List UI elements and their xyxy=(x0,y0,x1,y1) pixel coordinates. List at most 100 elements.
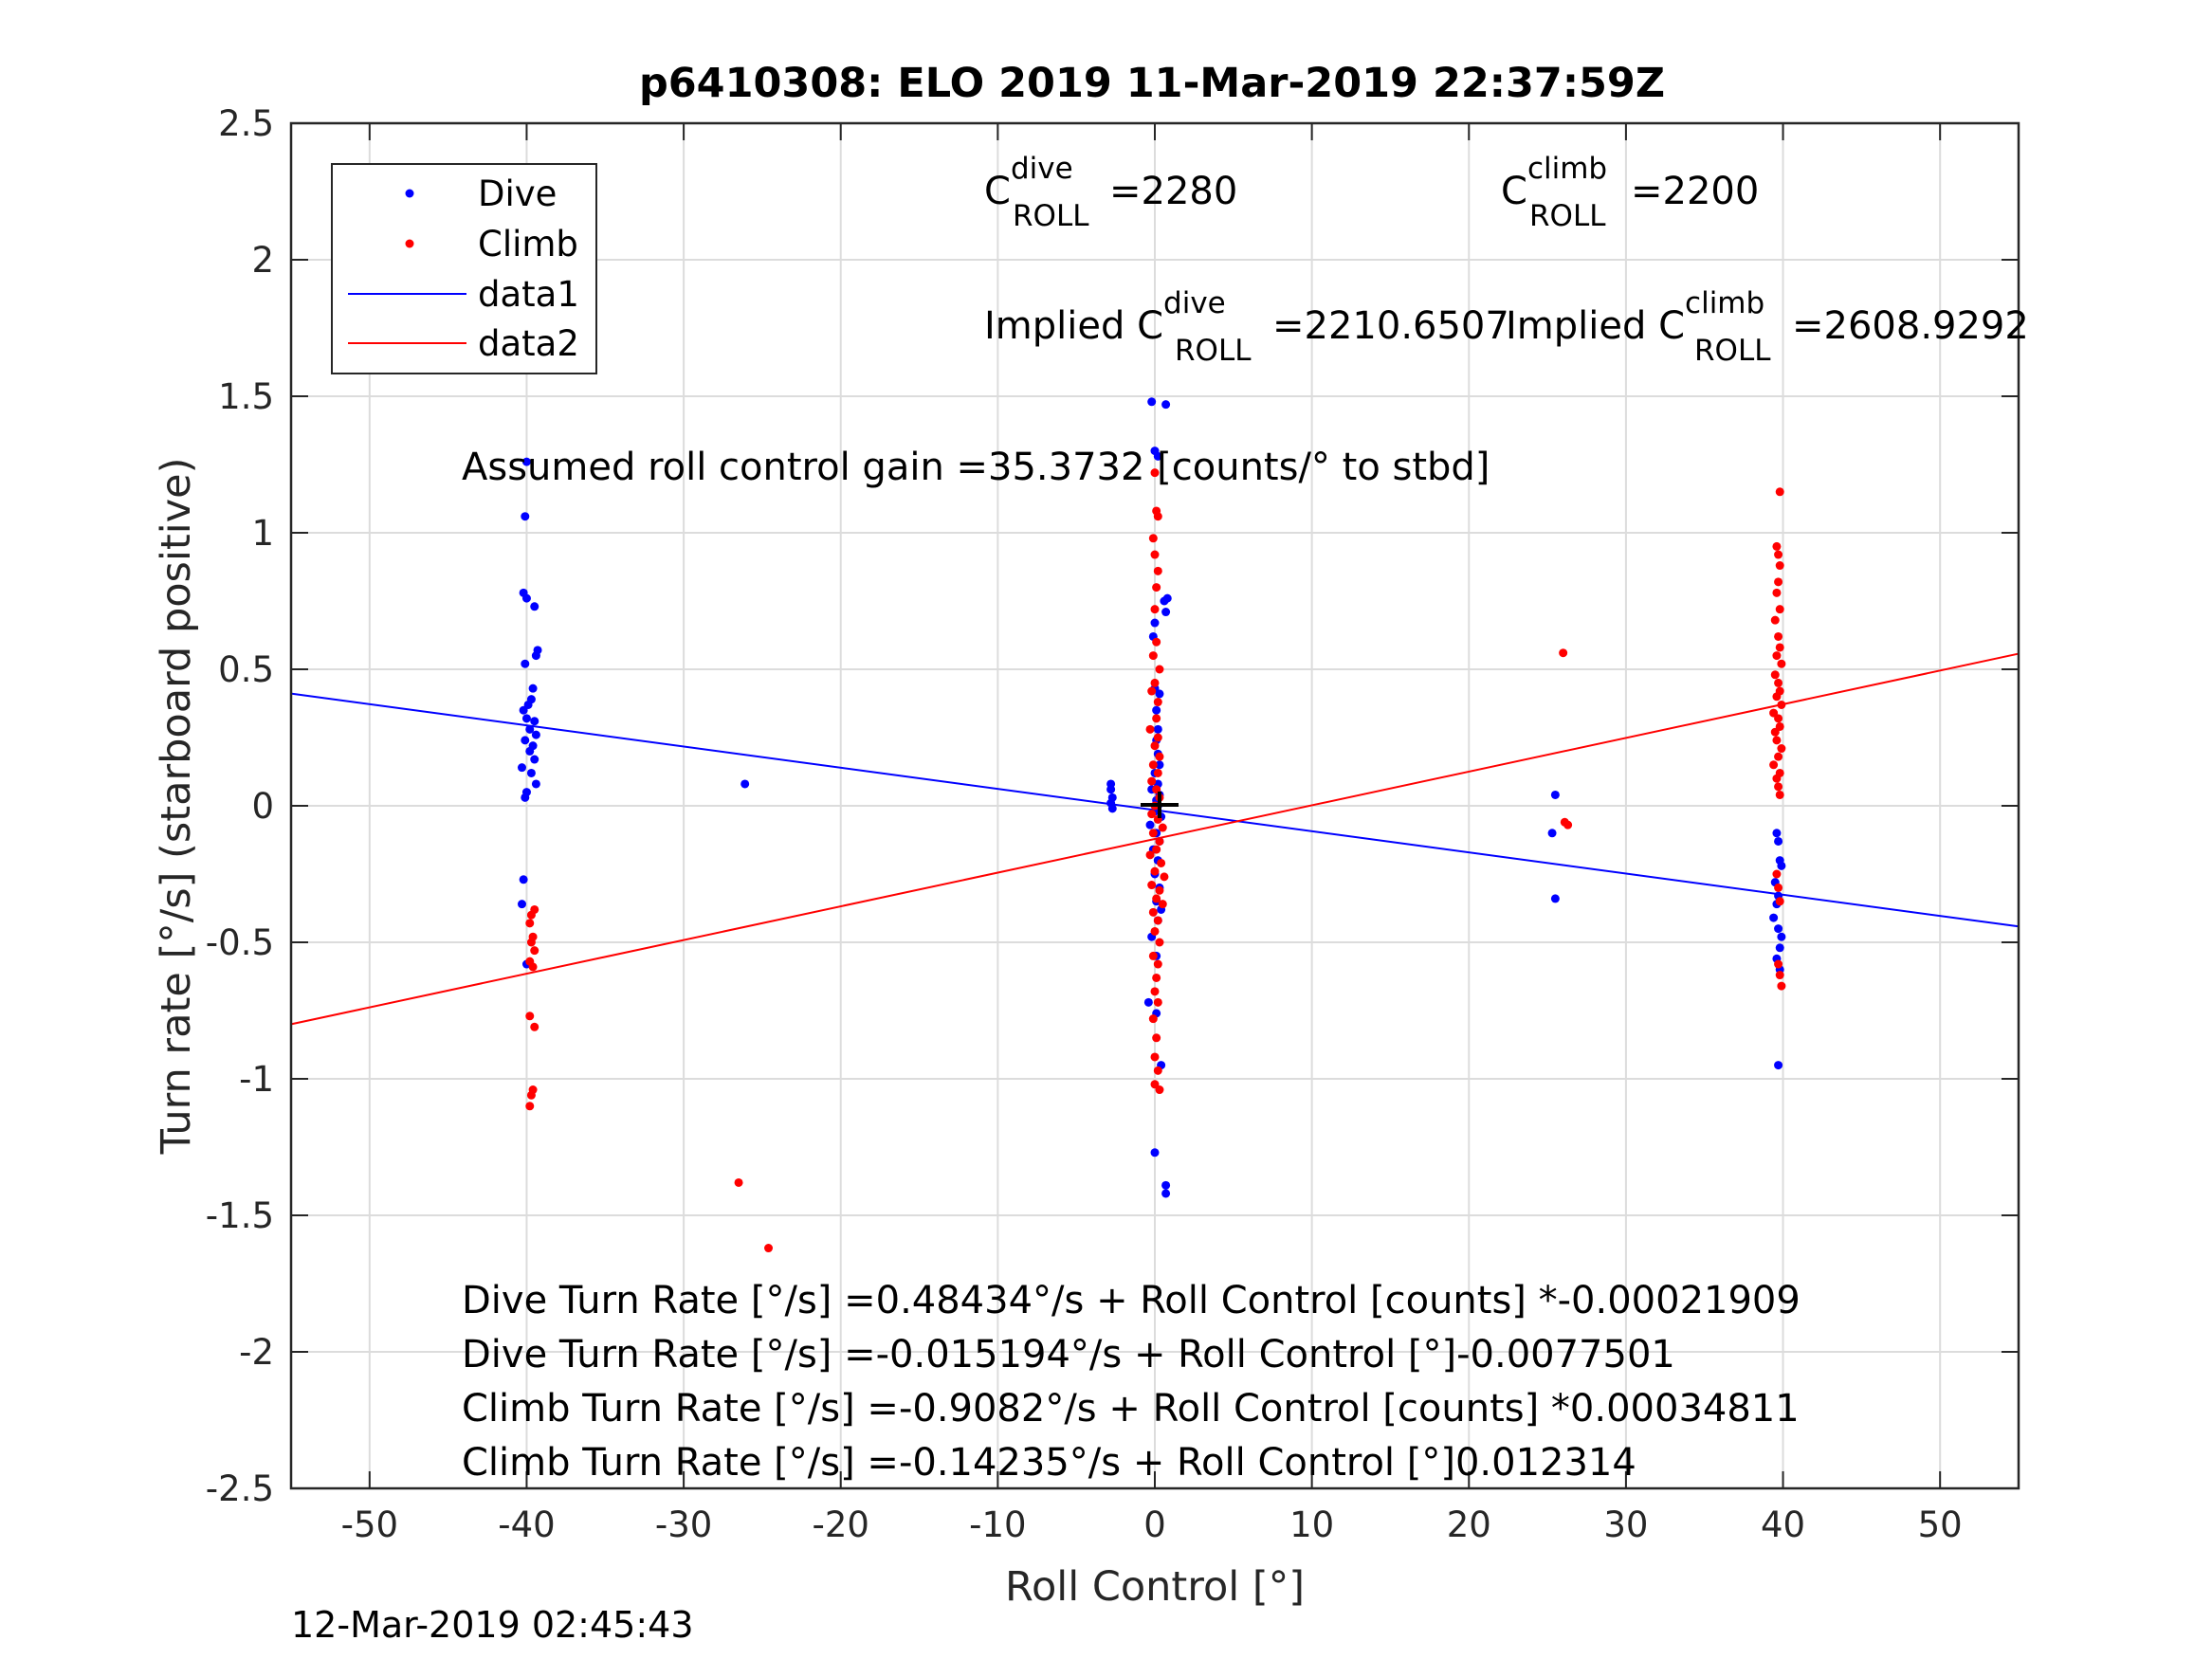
climb-point xyxy=(1772,692,1782,702)
climb-point xyxy=(1148,760,1158,770)
dive-point xyxy=(1161,608,1171,617)
dive-point xyxy=(1155,760,1164,770)
climb-point xyxy=(1153,733,1162,742)
climb-point xyxy=(1150,866,1160,876)
climb-point xyxy=(526,938,536,947)
climb-point xyxy=(525,919,535,928)
climb-point xyxy=(1148,1014,1158,1024)
climb-point xyxy=(1150,987,1160,996)
dive-point xyxy=(526,768,536,777)
climb-point xyxy=(1153,916,1162,925)
climb-point xyxy=(1153,768,1162,777)
climb-point xyxy=(1155,938,1164,947)
climb-point xyxy=(1770,670,1780,680)
climb-point xyxy=(1148,951,1158,960)
climb-point xyxy=(1772,588,1782,597)
fit-line-data2 xyxy=(290,652,2020,1026)
legend-data1-label: data1 xyxy=(478,274,579,315)
y-tick-label: 0.5 xyxy=(218,649,274,690)
climb-point xyxy=(1775,561,1784,571)
dive-point xyxy=(1775,943,1784,953)
roll-gain-annotation: Assumed roll control gain =35.3732 [coun… xyxy=(462,446,1490,489)
climb-point xyxy=(526,1090,536,1100)
dive-point xyxy=(531,730,540,739)
climb-point xyxy=(1559,648,1568,658)
legend-climb-marker xyxy=(405,239,414,248)
dive-point xyxy=(528,684,538,693)
legend-climb-label: Climb xyxy=(478,224,578,264)
dive-point xyxy=(530,602,539,611)
dive-point xyxy=(521,714,531,723)
dive-point xyxy=(1147,397,1157,407)
climb-point xyxy=(1153,959,1162,969)
climb-point xyxy=(526,910,536,920)
dive-point xyxy=(521,736,530,745)
climb-point xyxy=(1774,883,1783,892)
climb-point xyxy=(1147,686,1157,696)
dive-point xyxy=(1161,400,1171,410)
climb-point xyxy=(1160,872,1169,882)
x-tick-label: 0 xyxy=(1143,1504,1166,1545)
c-dive-annotation: Cdive ROLL=2280 xyxy=(984,152,1237,233)
dive-point xyxy=(530,755,539,764)
climb-point xyxy=(1148,651,1158,661)
dive-point xyxy=(1145,820,1155,830)
climb-point xyxy=(1775,897,1784,906)
climb-point xyxy=(1775,643,1784,652)
dive-point xyxy=(1160,596,1169,606)
climb-point xyxy=(1153,698,1162,707)
climb-point xyxy=(1772,736,1782,745)
x-tick-label: -30 xyxy=(655,1504,712,1545)
dive-point xyxy=(519,875,528,884)
y-tick-label: -0.5 xyxy=(206,922,274,963)
dive-point xyxy=(1161,1189,1171,1198)
dive-point xyxy=(517,900,526,909)
print-timestamp: 12-Mar-2019 02:45:43 xyxy=(291,1604,694,1646)
climb-point xyxy=(1770,615,1780,625)
legend-dive-marker xyxy=(405,189,414,198)
climb-point xyxy=(1772,541,1782,551)
x-tick-label: -40 xyxy=(498,1504,555,1545)
climb-point xyxy=(1145,724,1155,734)
dive-point xyxy=(517,763,526,773)
y-tick-label: 2 xyxy=(251,240,274,281)
y-tick-label: -2 xyxy=(239,1332,274,1373)
dive-point xyxy=(1155,689,1164,699)
climb-point xyxy=(1153,512,1162,521)
y-tick-label: 2.5 xyxy=(218,103,274,144)
dive-point xyxy=(1777,932,1786,941)
dive-point xyxy=(1774,924,1783,934)
dive-point xyxy=(521,659,530,668)
climb-point xyxy=(1772,774,1782,783)
climb-point xyxy=(1150,741,1160,751)
climb-point xyxy=(1153,566,1162,575)
climb-point xyxy=(1145,850,1155,860)
climb-point xyxy=(1774,631,1783,641)
dive-point xyxy=(1550,894,1560,903)
dive-point xyxy=(1547,829,1557,838)
climb-point xyxy=(1155,1085,1164,1095)
climb-point xyxy=(1155,665,1164,674)
x-tick-label: 10 xyxy=(1289,1504,1334,1545)
dive-equation-counts: Dive Turn Rate [°/s] =0.48434°/s + Roll … xyxy=(462,1279,1801,1322)
x-tick-label: -10 xyxy=(969,1504,1026,1545)
climb-equation-degrees: Climb Turn Rate [°/s] =-0.14235°/s + Rol… xyxy=(462,1441,1636,1485)
legend-data2-label: data2 xyxy=(478,323,579,364)
climb-point xyxy=(1158,823,1167,832)
climb-point xyxy=(1153,997,1162,1007)
climb-point xyxy=(1148,534,1158,543)
climb-point xyxy=(1152,714,1161,723)
dive-point xyxy=(1153,451,1162,461)
climb-point xyxy=(1774,782,1783,792)
climb-point xyxy=(1152,1033,1161,1043)
climb-point xyxy=(1147,810,1157,819)
climb-point xyxy=(1777,744,1786,754)
x-tick-label: -20 xyxy=(813,1504,869,1545)
climb-point xyxy=(1774,577,1783,587)
y-axis-label: Turn rate [°/s] (starboard positive) xyxy=(153,458,200,1156)
climb-point xyxy=(1777,981,1786,991)
dive-point xyxy=(1150,1148,1160,1158)
climb-point xyxy=(1152,637,1161,647)
climb-point xyxy=(1150,550,1160,559)
